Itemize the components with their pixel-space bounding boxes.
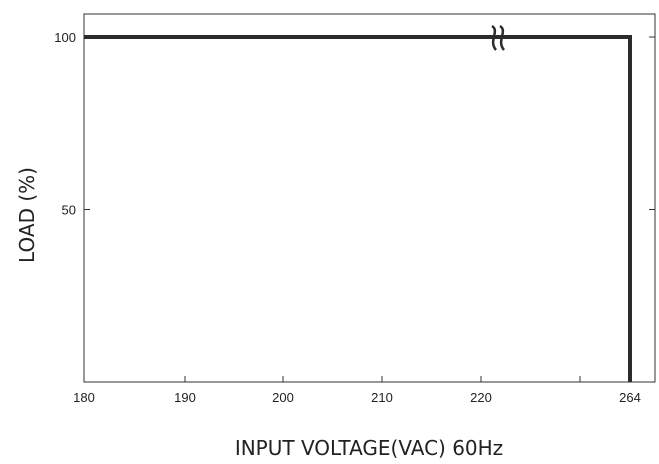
plot-area-frame <box>83 13 656 383</box>
x-tick-label: 210 <box>371 390 393 405</box>
series-group <box>84 35 632 382</box>
x-tick-label: 200 <box>272 390 294 405</box>
y-axis-ticks: 100 50 <box>54 30 655 218</box>
axis-break-marker <box>491 24 506 51</box>
derating-curve-line <box>84 35 632 382</box>
x-axis-ticks: 180 190 200 210 220 264 <box>73 376 641 405</box>
x-tick-label: 220 <box>470 390 492 405</box>
y-tick-label: 50 <box>62 203 76 218</box>
y-axis-title: LOAD (%) <box>15 167 39 263</box>
y-tick-label: 100 <box>54 30 76 45</box>
x-tick-label: 190 <box>174 390 196 405</box>
x-axis-title: INPUT VOLTAGE(VAC) 60Hz <box>235 436 503 460</box>
x-tick-label: 264 <box>619 390 641 405</box>
x-tick-label: 180 <box>73 390 95 405</box>
